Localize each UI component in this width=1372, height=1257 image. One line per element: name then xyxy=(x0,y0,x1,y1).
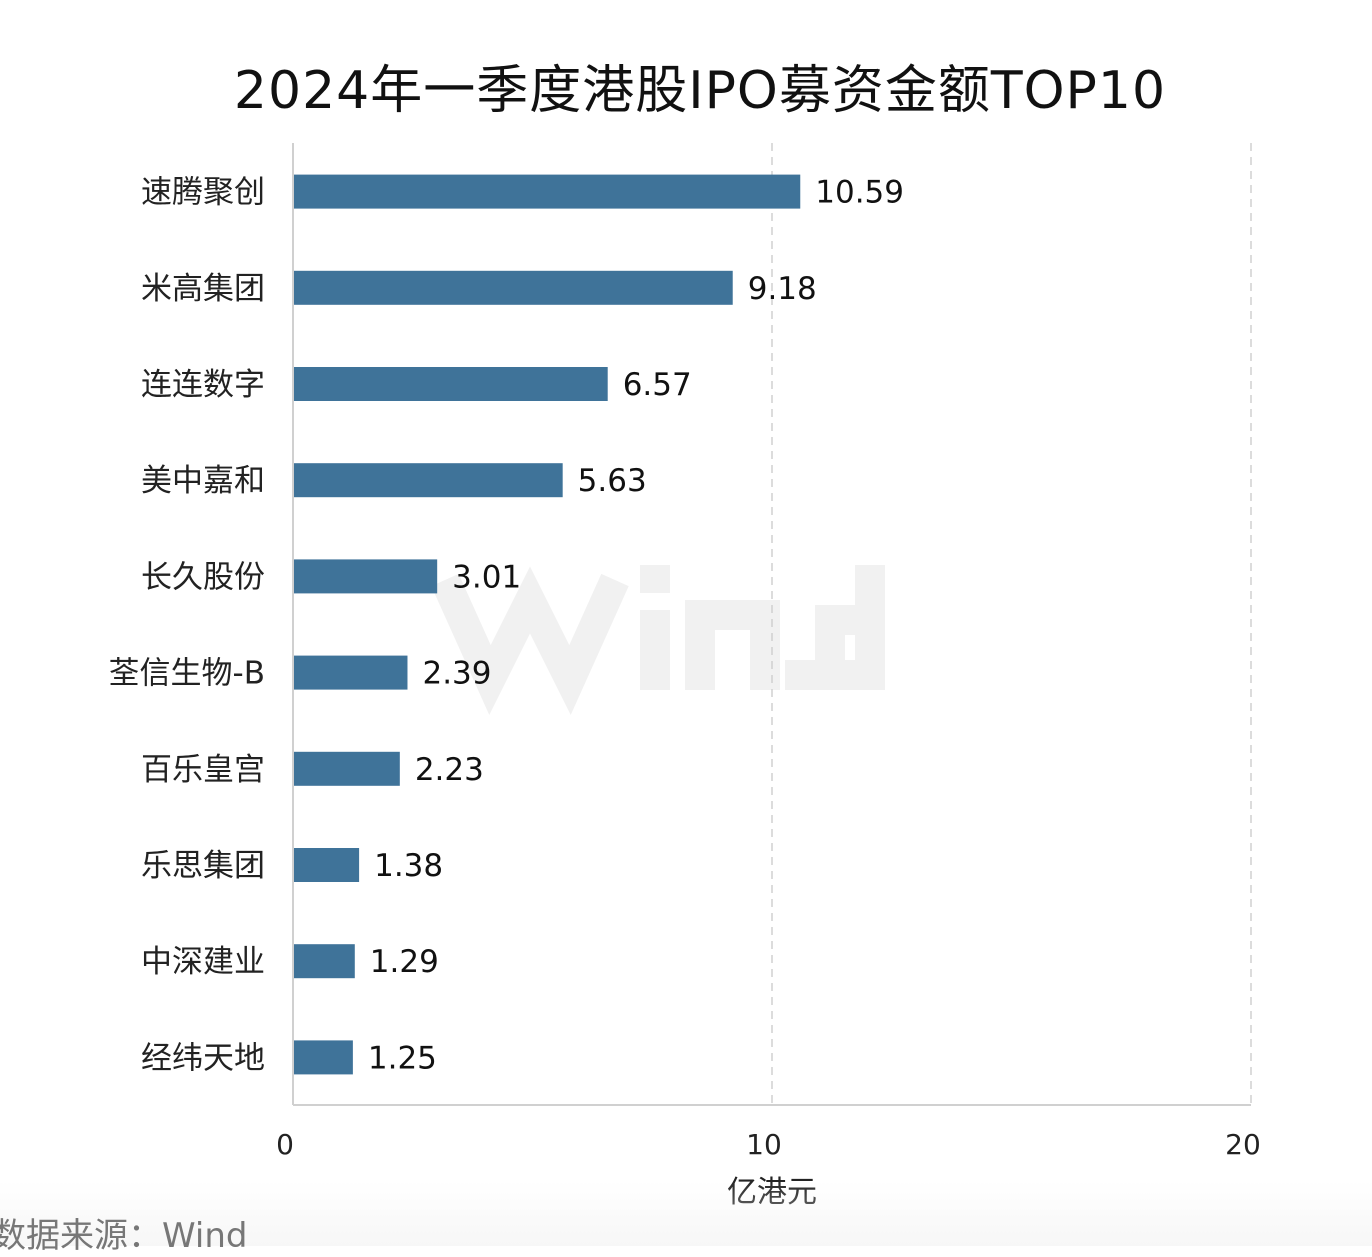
data-label: 5.63 xyxy=(578,463,647,499)
data-label: 1.38 xyxy=(374,848,443,884)
data-label: 3.01 xyxy=(452,559,521,595)
watermark-logo xyxy=(640,565,670,593)
category-label: 乐思集团 xyxy=(141,848,265,884)
data-label: 10.59 xyxy=(815,175,904,211)
bar xyxy=(294,655,408,690)
bar xyxy=(294,270,733,305)
bar xyxy=(294,751,400,786)
x-tick-label: 0 xyxy=(276,1128,294,1161)
bar xyxy=(294,463,563,498)
data-label: 9.18 xyxy=(748,271,817,307)
bottom-fade xyxy=(0,1180,1372,1246)
category-label: 米高集团 xyxy=(141,271,265,307)
category-label: 荃信生物-B xyxy=(109,656,265,692)
category-label: 速腾聚创 xyxy=(141,175,265,211)
bar xyxy=(294,559,438,594)
chart-title: 2024年一季度港股IPO募资金额TOP10 xyxy=(233,61,1167,121)
watermark-logo xyxy=(685,600,780,690)
data-label: 2.39 xyxy=(422,656,491,692)
source-note: 数据来源：Wind xyxy=(0,1216,248,1256)
data-label: 2.23 xyxy=(415,752,484,788)
category-label: 美中嘉和 xyxy=(141,463,265,499)
category-label: 连连数字 xyxy=(141,367,265,403)
bar xyxy=(294,1040,353,1075)
bar xyxy=(294,848,360,882)
x-tick-label: 10 xyxy=(746,1128,782,1161)
category-label: 经纬天地 xyxy=(141,1040,265,1076)
x-tick-label: 20 xyxy=(1225,1128,1261,1161)
bar xyxy=(294,367,608,401)
watermark-logo xyxy=(785,660,815,690)
category-label: 百乐皇宫 xyxy=(141,752,265,788)
data-label: 1.25 xyxy=(368,1040,437,1076)
watermark-logo xyxy=(815,565,885,690)
data-label: 6.57 xyxy=(623,367,692,403)
data-label: 1.29 xyxy=(370,944,439,980)
category-label: 中深建业 xyxy=(141,944,265,980)
bar xyxy=(294,944,355,979)
bar xyxy=(294,174,801,209)
watermark-logo xyxy=(431,566,629,715)
category-label: 长久股份 xyxy=(141,559,265,595)
